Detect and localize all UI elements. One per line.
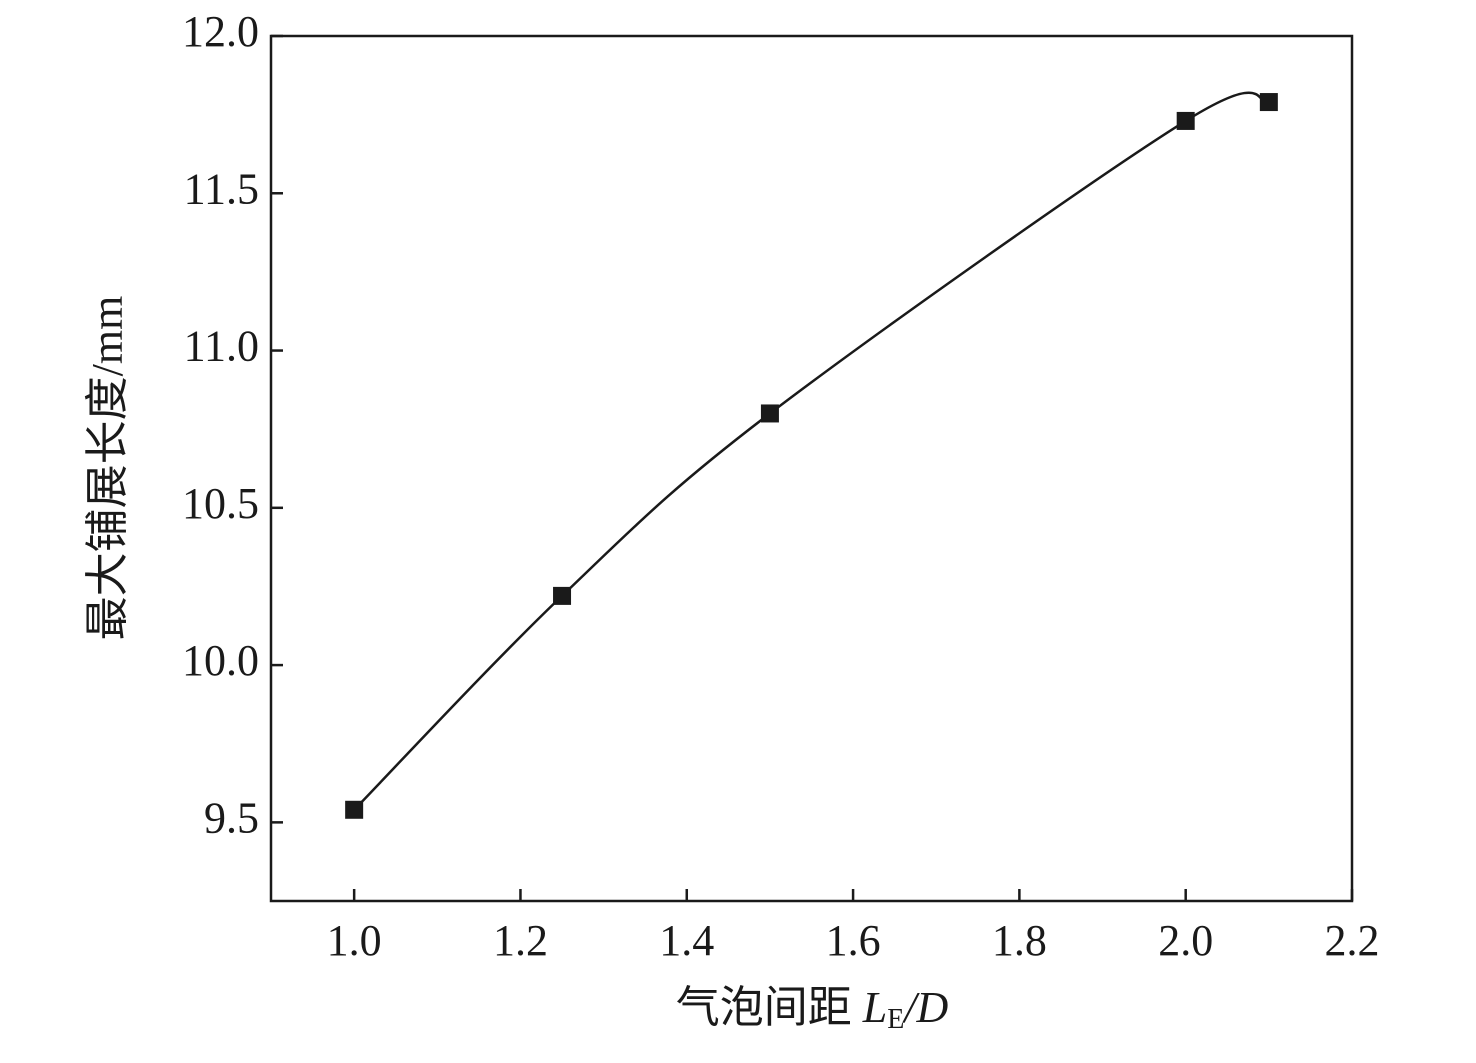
marker: [553, 586, 572, 605]
y-tick-label: 10.0: [182, 636, 259, 685]
x-label-var: L: [862, 983, 887, 1032]
x-tick-label: 1.0: [327, 916, 382, 965]
x-axis-label: 气泡间距 LE/D: [676, 983, 949, 1035]
series-line: [353, 91, 1270, 811]
y-tick-label: 11.5: [184, 164, 259, 213]
x-tick-label: 1.2: [493, 916, 548, 965]
marker: [345, 800, 364, 819]
y-tick-label: 12.0: [182, 7, 259, 56]
marker: [1259, 93, 1278, 112]
y-tick-label: 10.5: [182, 479, 259, 528]
y-axis-label: 最大铺展长度/mm: [83, 296, 132, 641]
x-tick-label: 1.4: [659, 916, 714, 965]
x-label-rest: /D: [901, 983, 948, 1032]
plot-frame: [269, 34, 1354, 903]
x-tick-label: 1.6: [826, 916, 881, 965]
x-label-text: 气泡间距: [676, 983, 863, 1032]
x-label-sub: E: [887, 1004, 904, 1035]
marker: [1176, 111, 1195, 130]
marker: [760, 404, 779, 423]
y-tick-label: 11.0: [184, 322, 259, 371]
x-tick-label: 2.0: [1158, 916, 1213, 965]
x-tick-label: 2.2: [1325, 916, 1380, 965]
x-tick-label: 1.8: [992, 916, 1047, 965]
y-tick-label: 9.5: [204, 793, 259, 842]
